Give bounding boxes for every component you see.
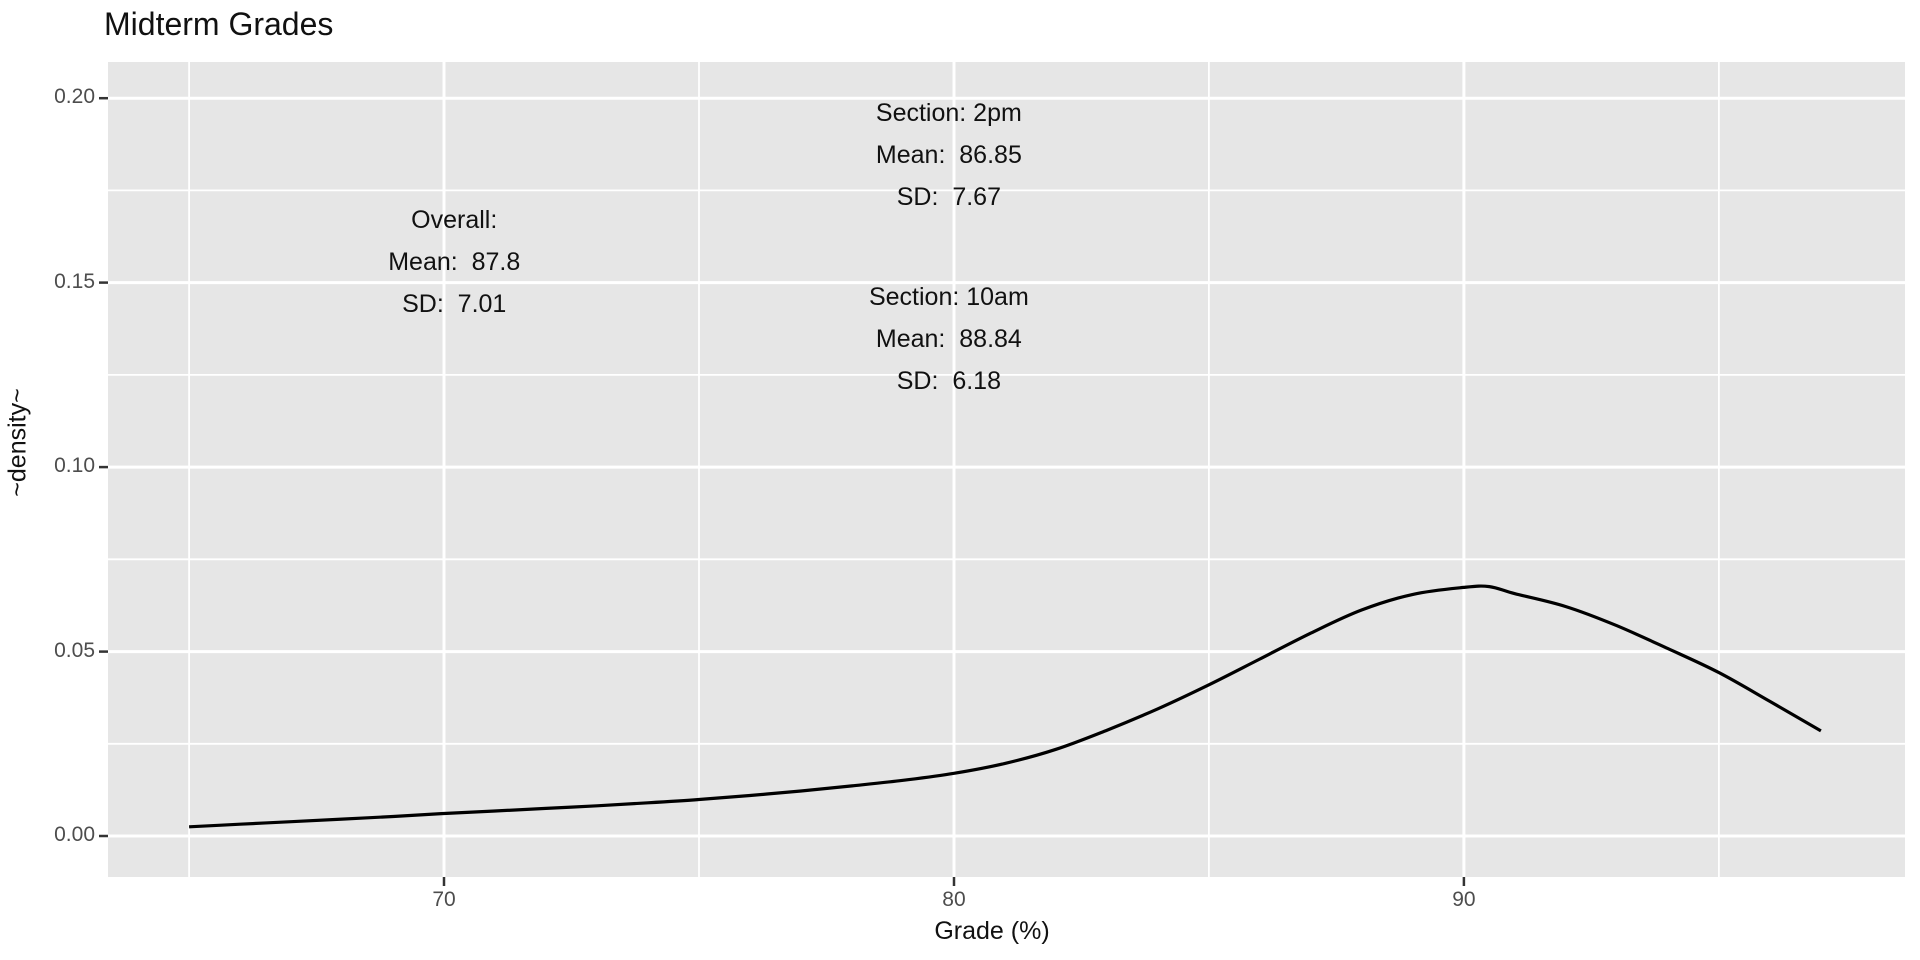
annotation-line: SD: 7.01 (402, 289, 507, 318)
y-tick-label: 0.15 (54, 269, 95, 293)
y-tick-label: 0.20 (54, 85, 95, 109)
y-tick-label: 0.05 (54, 638, 95, 662)
annotation-line: Section: 10am (868, 283, 1029, 312)
y-axis-title: ~density~ (3, 388, 32, 497)
annotation-line: Mean: 86.85 (875, 140, 1022, 169)
x-axis-title: Grade (%) (934, 917, 1050, 945)
annotation-line: SD: 6.18 (896, 367, 1001, 396)
stats-annotation: Section: 10am Mean: 88.84 SD: 6.18 (869, 276, 1029, 402)
annotation-line: Mean: 87.8 (388, 247, 521, 276)
x-tick-label: 80 (942, 888, 966, 911)
stats-annotation: Section: 2pm Mean: 86.85 SD: 7.67 (876, 92, 1022, 218)
plot-panel (108, 62, 1905, 877)
x-tick-label: 90 (1452, 888, 1476, 911)
chart-title: Midterm Grades (104, 6, 334, 42)
density-curve (189, 584, 1822, 829)
annotation-line: Overall: (411, 205, 498, 234)
annotation-line: SD: 7.67 (896, 182, 1001, 211)
x-tick-label: 70 (432, 888, 456, 911)
annotation-line: Mean: 88.84 (875, 325, 1022, 354)
y-tick-label: 0.00 (54, 823, 95, 847)
stats-annotation: Overall: Mean: 87.8 SD: 7.01 (388, 199, 520, 325)
y-tick-label: 0.10 (54, 454, 95, 478)
annotation-line: Section: 2pm (875, 98, 1022, 127)
